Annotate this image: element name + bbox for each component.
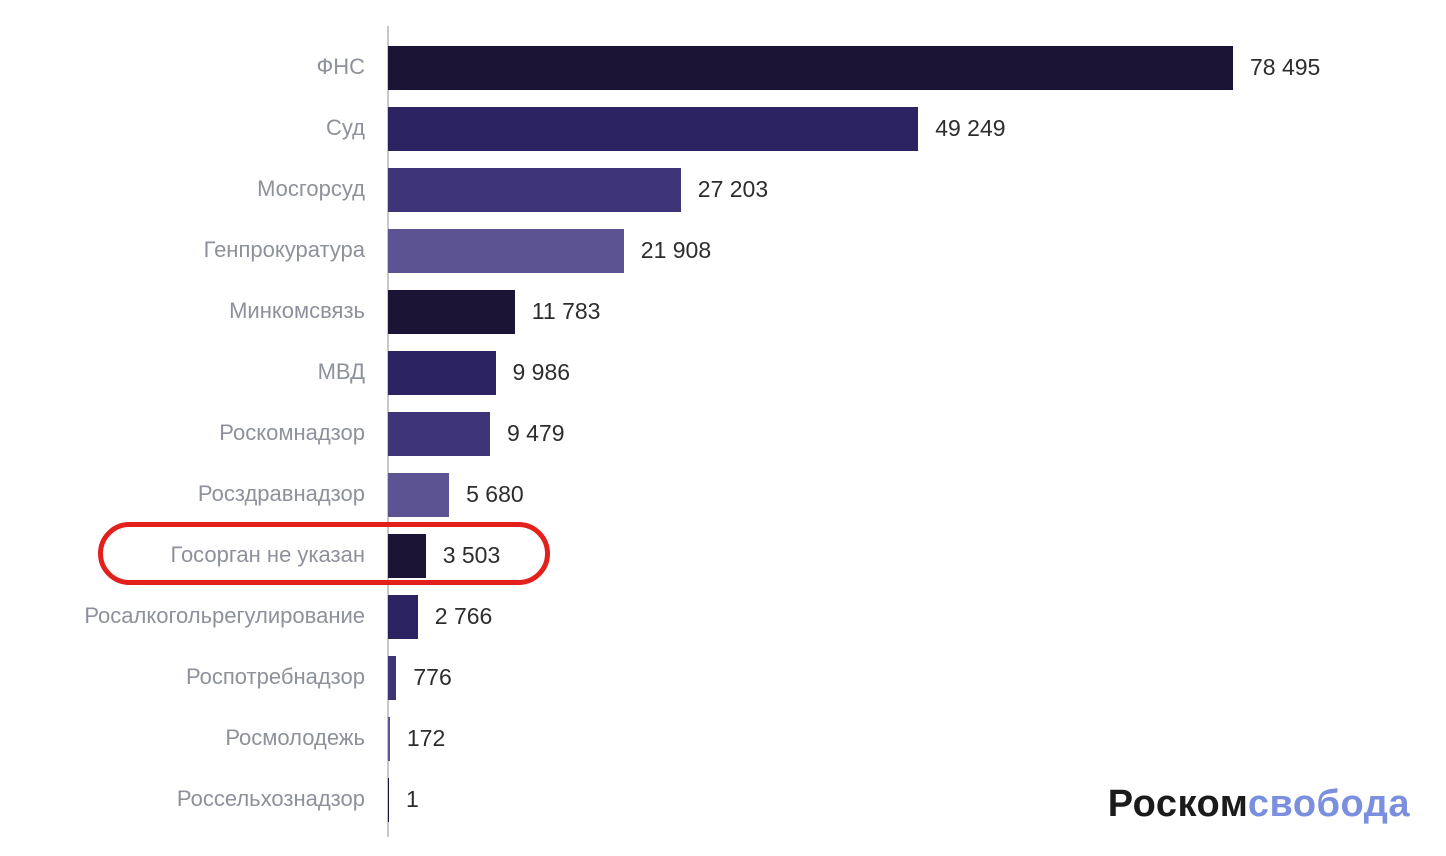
bar-chart: ФНС 78 495 Суд 49 249 Мосгорсуд 27 203 Генпрок… <box>0 37 1446 830</box>
category-label: Генпрокуратура <box>203 237 365 263</box>
category-label: ФНС <box>316 54 365 80</box>
category-label: Госорган не указан <box>170 542 366 568</box>
chart-row: Мосгорсуд 27 203 <box>0 159 1446 220</box>
bar <box>388 411 490 456</box>
bar <box>388 167 681 212</box>
bar <box>388 594 418 639</box>
chart-row: Роскомнадзор 9 479 <box>0 403 1446 464</box>
value-label: 11 783 <box>531 298 601 324</box>
chart-row: Росалкогольрегулирование 2 766 <box>0 586 1446 647</box>
logo-part-roskom: Роском <box>1107 783 1248 825</box>
value-label: 1 <box>406 786 419 812</box>
bar <box>388 45 1233 90</box>
chart-row: Росмолодежь 172 <box>0 708 1446 769</box>
value-label: 172 <box>406 725 446 751</box>
category-label: Росздравнадзор <box>197 481 365 507</box>
value-label: 21 908 <box>640 237 712 263</box>
value-label: 9 479 <box>507 420 565 446</box>
bar <box>388 350 496 395</box>
chart-row: ФНС 78 495 <box>0 37 1446 98</box>
chart-row: Суд 49 249 <box>0 98 1446 159</box>
chart-row: МВД 9 986 <box>0 342 1446 403</box>
highlight-ellipse-annotation <box>98 522 550 585</box>
category-label: Росмолодежь <box>225 725 365 751</box>
chart-row: Роспотребнадзор 776 <box>0 647 1446 708</box>
category-label: Суд <box>326 115 365 141</box>
category-label: МВД <box>317 359 365 385</box>
roskomsvoboda-logo: Роскомсвобода <box>1108 783 1410 826</box>
bar <box>388 533 426 578</box>
bar <box>388 228 624 273</box>
chart-row: Россельхознадзор 1 <box>0 769 1446 830</box>
bar <box>388 716 390 761</box>
value-label: 27 203 <box>697 176 769 202</box>
bar <box>388 289 515 334</box>
category-label: Минкомсвязь <box>229 298 365 324</box>
category-label: Роспотребнадзор <box>185 664 365 690</box>
bar <box>388 472 450 517</box>
category-label: Мосгорсуд <box>257 176 365 202</box>
value-label: 3 503 <box>442 542 501 568</box>
value-label: 2 766 <box>434 603 493 629</box>
chart-row: Госорган не указан 3 503 <box>0 525 1446 586</box>
bar <box>388 106 919 151</box>
value-label: 49 249 <box>935 115 1006 141</box>
chart-row: Минкомсвязь 11 783 <box>0 281 1446 342</box>
category-label: Росалкогольрегулирование <box>84 603 365 629</box>
value-label: 78 495 <box>1250 54 1321 80</box>
category-label: Роскомнадзор <box>219 420 365 446</box>
chart-row: Генпрокуратура 21 908 <box>0 220 1446 281</box>
bar <box>388 655 397 700</box>
category-label: Россельхознадзор <box>176 786 365 812</box>
value-label: 5 680 <box>466 481 524 507</box>
chart-row: Росздравнадзор 5 680 <box>0 464 1446 525</box>
value-label: 776 <box>413 664 452 690</box>
bar <box>388 777 389 822</box>
logo-part-svoboda: свобода <box>1247 783 1410 825</box>
value-label: 9 986 <box>512 359 571 385</box>
